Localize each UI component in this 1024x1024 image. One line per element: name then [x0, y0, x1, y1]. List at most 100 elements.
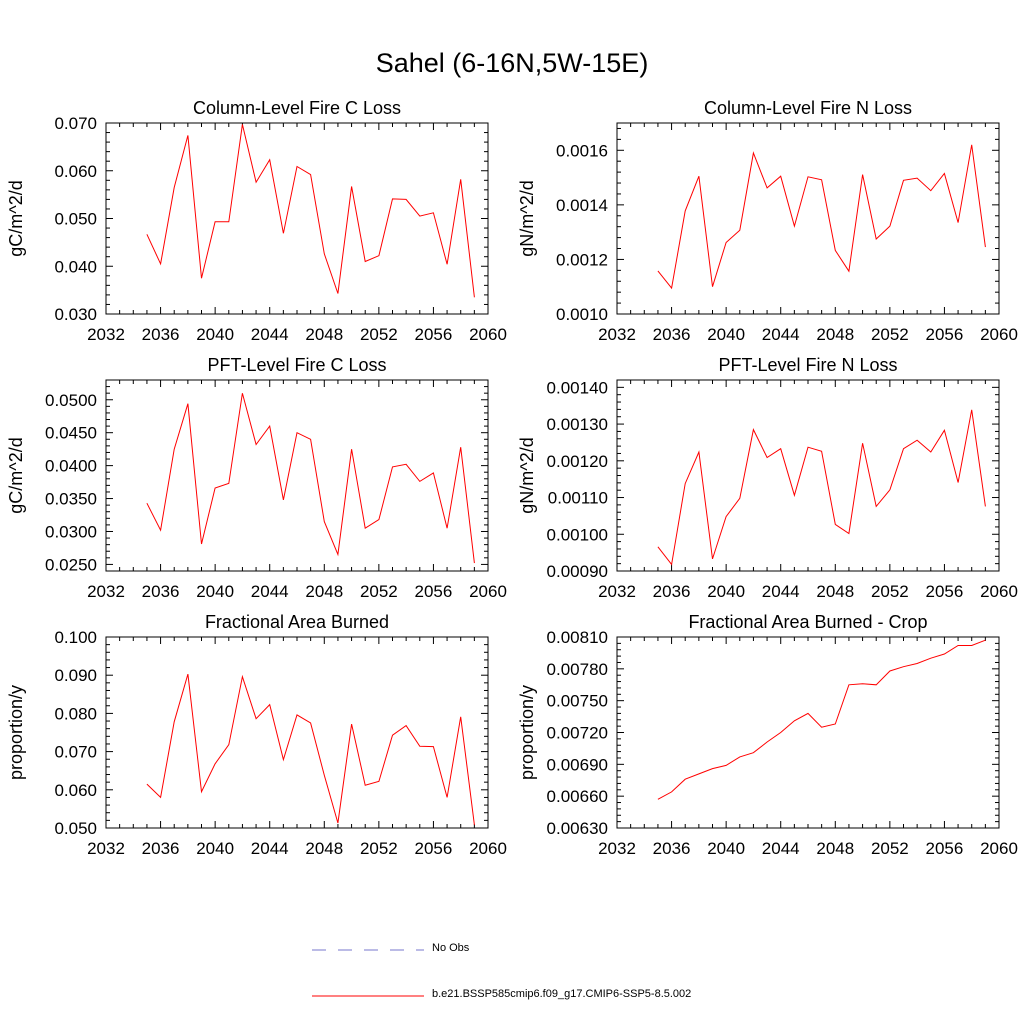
y-tick-label: 0.0300: [45, 522, 97, 541]
y-tick-label: 0.0010: [556, 305, 608, 324]
series-line-1: [657, 639, 986, 800]
y-tick-label: 0.050: [54, 819, 97, 838]
series-line-1: [146, 673, 475, 825]
y-tick-label: 0.050: [54, 210, 97, 229]
y-tick-label: 0.00690: [547, 755, 608, 774]
x-tick-label: 2052: [871, 582, 909, 601]
x-tick-label: 2048: [305, 582, 343, 601]
x-tick-label: 2040: [707, 325, 745, 344]
panel-title: Column-Level Fire N Loss: [704, 98, 912, 118]
x-tick-label: 2056: [926, 839, 964, 858]
legend-model-label: b.e21.BSSP585cmip6.f09_g17.CMIP6-SSP5-8.…: [432, 988, 692, 1000]
y-axis-label: gN/m^2/d: [517, 437, 537, 513]
y-tick-label: 0.040: [54, 257, 97, 276]
x-tick-label: 2044: [762, 325, 800, 344]
x-tick-label: 2052: [360, 582, 398, 601]
x-tick-label: 2032: [87, 839, 125, 858]
x-tick-label: 2040: [196, 582, 234, 601]
y-tick-label: 0.0014: [556, 196, 608, 215]
y-tick-label: 0.0016: [556, 141, 608, 160]
x-tick-label: 2032: [598, 839, 636, 858]
y-tick-label: 0.00750: [547, 692, 608, 711]
y-tick-label: 0.060: [54, 162, 97, 181]
x-tick-label: 2056: [415, 325, 453, 344]
chart-panel-5: Fractional Area Burned proportion/y 2032 20…: [6, 612, 507, 858]
chart-panel-1: Column-Level Fire C Loss gC/m^2/d 2032 2036…: [6, 98, 507, 344]
y-tick-label: 0.00100: [547, 525, 608, 544]
y-tick-label: 0.060: [54, 781, 97, 800]
x-tick-label: 2048: [816, 325, 854, 344]
x-tick-label: 2060: [469, 839, 507, 858]
x-tick-label: 2052: [360, 325, 398, 344]
y-tick-label: 0.070: [54, 743, 97, 762]
main-title: Sahel (6-16N,5W-15E): [375, 48, 649, 78]
x-tick-label: 2040: [707, 839, 745, 858]
chart-panel-4: PFT-Level Fire N Loss gN/m^2/d 2032 2036 204…: [517, 355, 1018, 601]
chart-panel-6: Fractional Area Burned - Crop proportion/…: [517, 612, 1018, 858]
y-tick-label: 0.00780: [547, 660, 608, 679]
y-axis-label: proportion/y: [6, 685, 26, 780]
x-tick-label: 2036: [653, 839, 691, 858]
x-tick-label: 2036: [142, 325, 180, 344]
x-tick-label: 2040: [707, 582, 745, 601]
x-tick-label: 2056: [415, 839, 453, 858]
x-tick-label: 2044: [251, 582, 289, 601]
x-tick-label: 2048: [305, 839, 343, 858]
x-tick-label: 2060: [469, 325, 507, 344]
y-tick-label: 0.080: [54, 704, 97, 723]
y-axis-label: gC/m^2/d: [6, 180, 26, 256]
chart-panel-2: Column-Level Fire N Loss gN/m^2/d 2032 2036…: [517, 98, 1018, 344]
series-line-1: [146, 124, 475, 298]
y-tick-label: 0.070: [54, 114, 97, 133]
y-tick-label: 0.00720: [547, 724, 608, 743]
panel-title: Fractional Area Burned - Crop: [688, 612, 927, 632]
x-tick-label: 2044: [762, 582, 800, 601]
y-tick-label: 0.00110: [548, 489, 608, 508]
x-tick-label: 2052: [871, 325, 909, 344]
x-tick-label: 2036: [653, 582, 691, 601]
x-tick-label: 2060: [980, 325, 1018, 344]
series-line-1: [657, 409, 986, 566]
x-tick-label: 2032: [598, 582, 636, 601]
y-tick-label: 0.100: [54, 628, 97, 647]
y-tick-label: 0.0450: [45, 424, 97, 443]
x-tick-label: 2048: [305, 325, 343, 344]
y-tick-label: 0.00630: [547, 819, 608, 838]
series-line-1: [146, 393, 475, 564]
panel-title: Fractional Area Burned: [205, 612, 389, 632]
y-tick-label: 0.0500: [45, 391, 97, 410]
y-tick-label: 0.00120: [547, 452, 608, 471]
x-tick-label: 2056: [926, 325, 964, 344]
legend-obs-label: No Obs: [432, 942, 470, 954]
x-tick-label: 2036: [142, 582, 180, 601]
y-tick-label: 0.00130: [547, 415, 608, 434]
x-tick-label: 2032: [87, 582, 125, 601]
x-tick-label: 2056: [415, 582, 453, 601]
legend-model-swatch: [312, 995, 424, 997]
x-tick-label: 2044: [251, 325, 289, 344]
y-tick-label: 0.00090: [547, 562, 608, 581]
panel-title: PFT-Level Fire N Loss: [718, 355, 897, 375]
y-axis-label: gN/m^2/d: [517, 180, 537, 256]
x-tick-label: 2048: [816, 582, 854, 601]
x-tick-label: 2040: [196, 325, 234, 344]
x-tick-label: 2052: [871, 839, 909, 858]
x-tick-label: 2048: [816, 839, 854, 858]
x-tick-label: 2060: [469, 582, 507, 601]
x-tick-label: 2036: [653, 325, 691, 344]
series-line-1: [657, 144, 986, 290]
x-tick-label: 2032: [87, 325, 125, 344]
y-tick-label: 0.0350: [45, 490, 97, 509]
y-tick-label: 0.00140: [547, 378, 608, 397]
plot-frame: [105, 636, 489, 829]
x-tick-label: 2040: [196, 839, 234, 858]
y-tick-label: 0.0400: [45, 457, 97, 476]
panel-title: PFT-Level Fire C Loss: [207, 355, 386, 375]
x-tick-label: 2060: [980, 839, 1018, 858]
plot-frame: [105, 379, 489, 572]
y-axis-label: proportion/y: [517, 685, 537, 780]
panel-title: Column-Level Fire C Loss: [193, 98, 401, 118]
legend-obs-swatch: [312, 949, 424, 951]
x-tick-label: 2044: [251, 839, 289, 858]
x-tick-label: 2036: [142, 839, 180, 858]
